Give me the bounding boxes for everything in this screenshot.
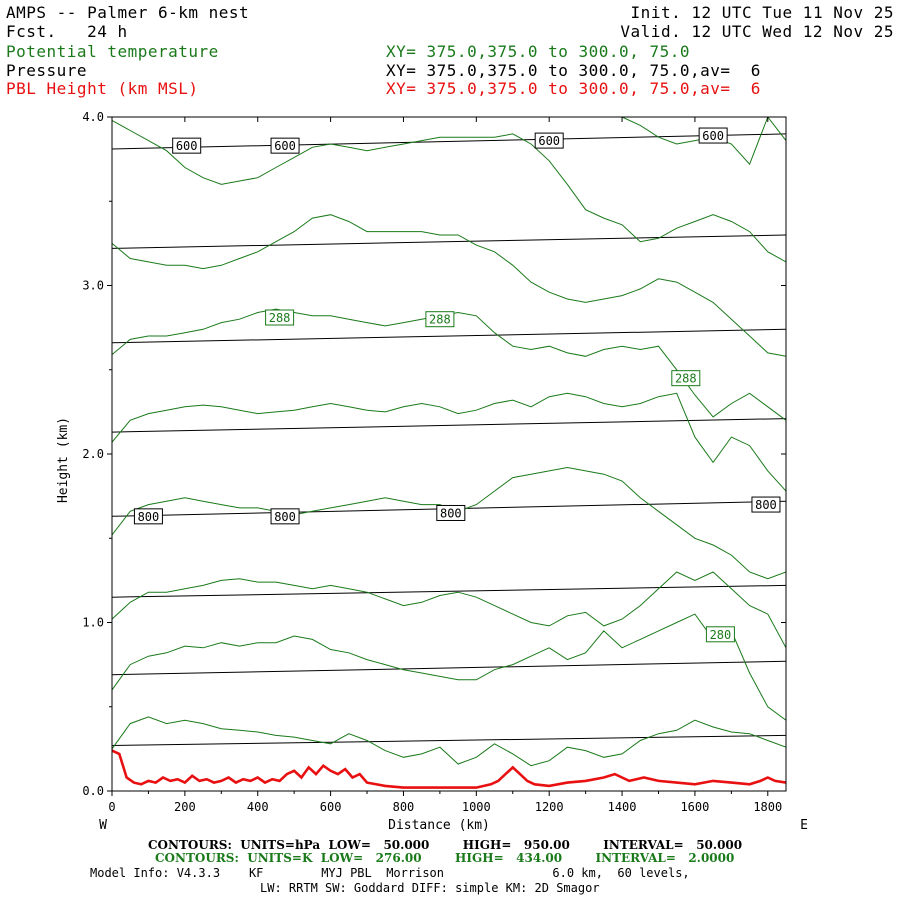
x-tick-label: 1600 <box>680 800 709 814</box>
y-tick-label: 3.0 <box>82 279 104 293</box>
pressure-contour-label-box <box>133 508 163 525</box>
theta-contour <box>112 119 786 263</box>
model-info: Model Info: V4.3.3 KF MYJ PBL Morrison 6… <box>90 866 690 880</box>
pressure-contour <box>112 660 786 676</box>
pressure-contour-label-box <box>698 127 728 144</box>
pressure-contour-label-box <box>270 508 300 525</box>
theta-contour-label: 288 <box>429 313 451 327</box>
pressure-contour-label: 800 <box>755 498 777 512</box>
x-tick-label: 400 <box>247 800 269 814</box>
contours-pressure-info: CONTOURS: UNITS=hPa LOW= 50.000 HIGH= 95… <box>148 838 743 852</box>
legend-pressure: Pressure <box>6 61 88 80</box>
theta-contour-label-box <box>425 311 455 328</box>
y-tick-label: 2.0 <box>82 447 104 461</box>
valid-time: Valid. 12 UTC Wed 12 Nov 25 <box>620 22 894 41</box>
x-tick-label: 1000 <box>462 800 491 814</box>
xy-pbl: XY= 375.0,375.0 to 300.0, 75.0,av= 6 <box>386 79 761 98</box>
y-tick-label: 1.0 <box>82 616 104 630</box>
model-physics: LW: RRTM SW: Goddard DIFF: simple KM: 2D… <box>260 881 600 895</box>
pressure-contour-label-box <box>436 504 466 521</box>
x-tick-label: 200 <box>174 800 196 814</box>
contours-theta-info: CONTOURS: UNITS=K LOW= 276.00 HIGH= 434.… <box>155 851 735 865</box>
y-tick-label: 4.0 <box>82 110 104 124</box>
x-tick-label: 1200 <box>535 800 564 814</box>
theta-contour <box>112 716 786 767</box>
theta-contour-label: 288 <box>269 311 291 325</box>
legend-pbl: PBL Height (km MSL) <box>6 79 199 98</box>
east-label: E <box>800 818 808 833</box>
pressure-contour <box>112 328 786 344</box>
xy-theta: XY= 375.0,375.0 to 300.0, 75.0 <box>386 42 690 61</box>
pressure-contour-label: 800 <box>440 506 462 520</box>
forecast-hour: Fcst. 24 h <box>6 22 128 41</box>
pressure-contour <box>112 418 786 433</box>
theta-contour <box>112 392 786 492</box>
pressure-contour-label: 600 <box>176 139 198 153</box>
x-tick-label: 600 <box>320 800 342 814</box>
theta-contour <box>112 214 786 357</box>
y-axis-label: Height (km) <box>56 417 71 503</box>
west-label: W <box>99 818 107 833</box>
xy-pressure: XY= 375.0,375.0 to 300.0, 75.0,av= 6 <box>386 61 761 80</box>
pressure-contour <box>112 133 786 150</box>
pressure-contour-label-box <box>534 132 564 149</box>
theta-contour-label: 280 <box>710 628 732 642</box>
y-tick-label: 0.0 <box>82 784 104 798</box>
theta-contour-label: 288 <box>675 372 697 386</box>
pbl-height-line <box>112 749 786 789</box>
x-tick-label: 1800 <box>753 800 782 814</box>
theta-contour <box>112 466 786 580</box>
theta-contour-label-box <box>671 370 701 387</box>
plot-title: AMPS -- Palmer 6-km nest <box>6 3 250 22</box>
x-tick-label: 800 <box>393 800 415 814</box>
theta-contour <box>112 613 786 721</box>
pressure-contour <box>112 234 786 249</box>
x-tick-label: 0 <box>108 800 115 814</box>
plot-frame <box>111 116 787 792</box>
pressure-contour-label: 600 <box>702 129 724 143</box>
pressure-contour-label: 800 <box>274 510 296 524</box>
pressure-contour-label-box <box>751 496 781 513</box>
pressure-contour <box>112 584 786 598</box>
x-tick-label: 1400 <box>608 800 637 814</box>
theta-contour <box>112 571 786 649</box>
pressure-contour-label-box <box>172 137 202 154</box>
pressure-contour-label: 600 <box>538 134 560 148</box>
init-time: Init. 12 UTC Tue 11 Nov 25 <box>630 3 894 22</box>
pressure-contour-label: 800 <box>138 510 160 524</box>
pressure-contour <box>112 734 786 746</box>
pressure-contour-label-box <box>270 137 300 154</box>
pressure-contour-label: 600 <box>274 139 296 153</box>
theta-contour-label-box <box>265 309 295 326</box>
legend-theta: Potential temperature <box>6 42 219 61</box>
theta-contour-label-box <box>705 626 735 643</box>
x-axis-label: Distance (km) <box>388 818 490 833</box>
